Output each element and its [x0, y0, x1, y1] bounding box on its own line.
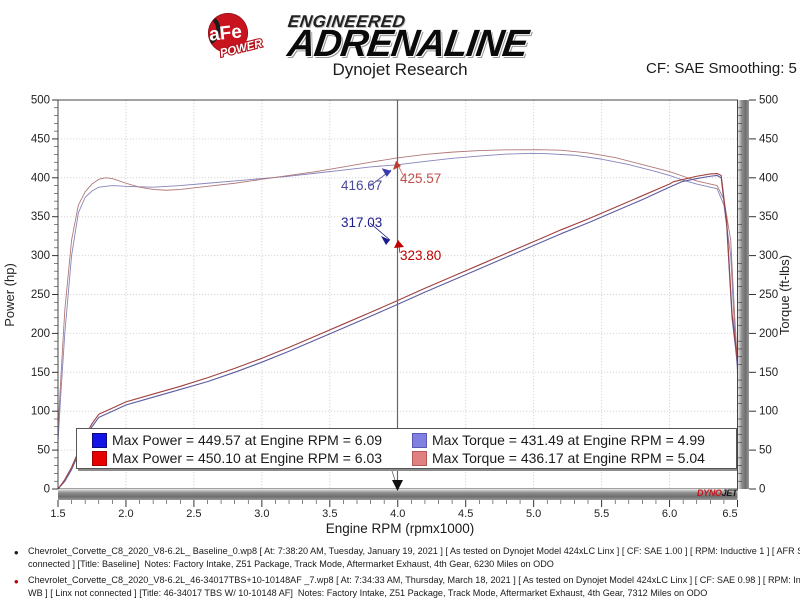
- svg-text:300: 300: [759, 250, 778, 262]
- svg-text:Power (hp): Power (hp): [2, 263, 17, 327]
- svg-text:425.57: 425.57: [400, 171, 441, 186]
- svg-text:2.0: 2.0: [118, 508, 133, 520]
- svg-text:4.0: 4.0: [390, 508, 405, 520]
- svg-text:0: 0: [759, 484, 765, 496]
- svg-text:200: 200: [759, 328, 778, 340]
- svg-text:3.0: 3.0: [254, 508, 269, 520]
- svg-text:200: 200: [31, 328, 50, 340]
- svg-text:1.5: 1.5: [50, 508, 65, 520]
- svg-text:5.5: 5.5: [594, 508, 609, 520]
- svg-text:250: 250: [759, 289, 778, 301]
- svg-text:450: 450: [759, 133, 778, 145]
- svg-text:50: 50: [37, 445, 50, 457]
- svg-text:100: 100: [759, 406, 778, 418]
- svg-text:DYNOJET: DYNOJET: [697, 488, 739, 498]
- svg-text:500: 500: [759, 95, 778, 107]
- svg-text:5.0: 5.0: [526, 508, 541, 520]
- svg-text:6.5: 6.5: [722, 508, 737, 520]
- svg-text:416.67: 416.67: [341, 178, 382, 193]
- svg-text:350: 350: [31, 211, 50, 223]
- svg-text:350: 350: [759, 211, 778, 223]
- svg-text:400: 400: [759, 172, 778, 184]
- svg-text:2.5: 2.5: [186, 508, 201, 520]
- svg-text:323.80: 323.80: [400, 248, 441, 263]
- svg-text:250: 250: [31, 289, 50, 301]
- svg-text:Torque (ft-lbs): Torque (ft-lbs): [777, 255, 792, 335]
- svg-text:300: 300: [31, 250, 50, 262]
- svg-text:100: 100: [31, 406, 50, 418]
- svg-text:4.5: 4.5: [458, 508, 473, 520]
- svg-text:150: 150: [31, 367, 50, 379]
- svg-text:150: 150: [759, 367, 778, 379]
- svg-text:3.5: 3.5: [322, 508, 337, 520]
- svg-text:450: 450: [31, 133, 50, 145]
- svg-text:500: 500: [31, 95, 50, 107]
- svg-text:400: 400: [31, 172, 50, 184]
- svg-text:6.0: 6.0: [662, 508, 677, 520]
- svg-text:0: 0: [44, 484, 50, 496]
- svg-text:50: 50: [759, 445, 772, 457]
